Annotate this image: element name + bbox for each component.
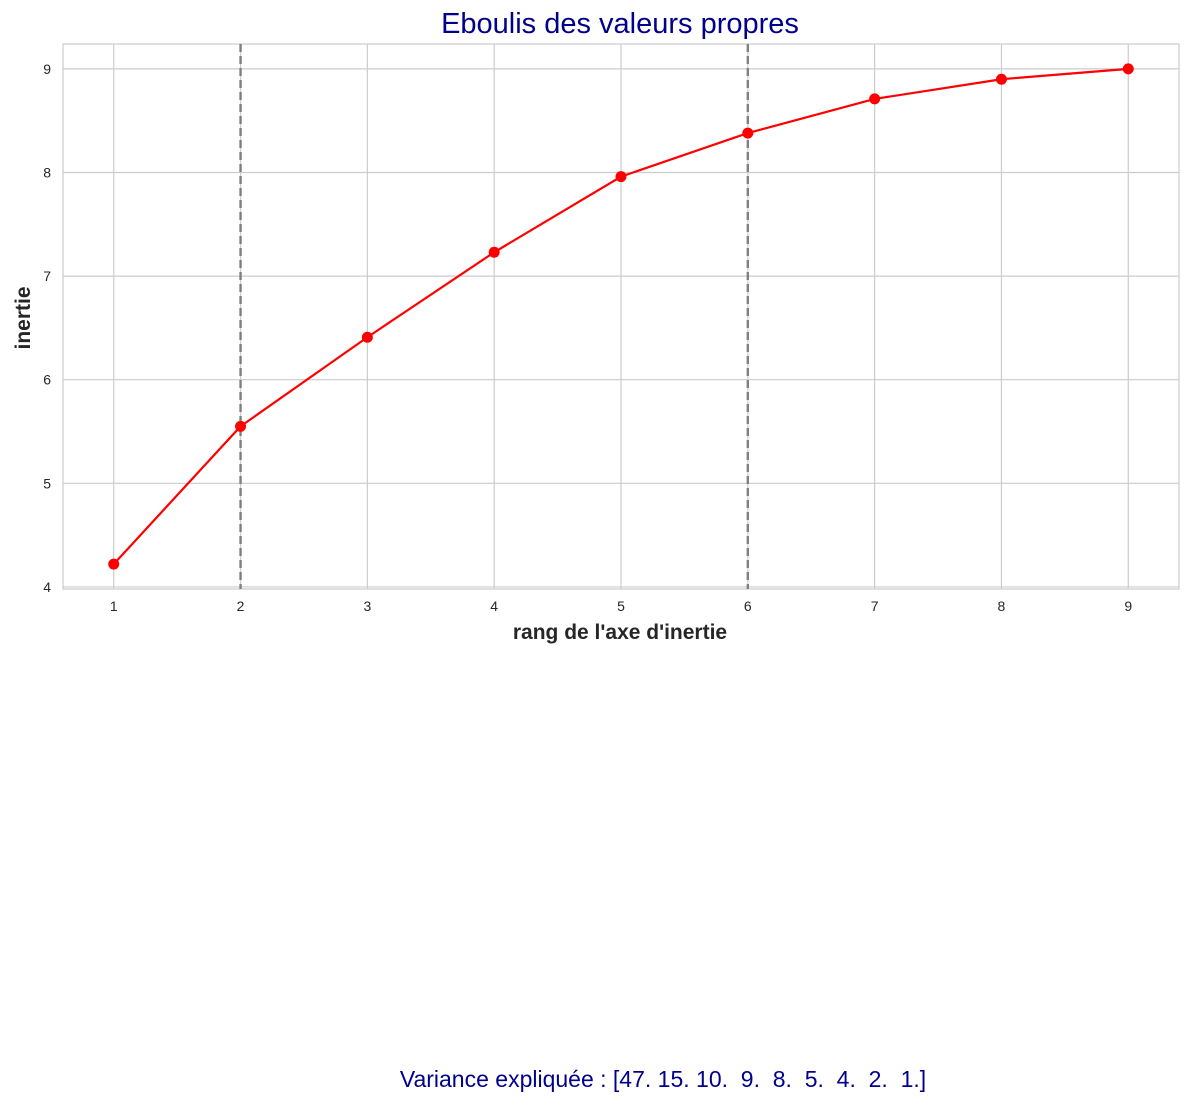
- y-tick-label: 8: [43, 164, 51, 180]
- explained-variance-text: Variance expliquée : [47. 15. 10. 9. 8. …: [399, 1066, 927, 1092]
- x-axis-label: rang de l'axe d'inertie: [513, 621, 727, 644]
- grid: [63, 44, 1179, 589]
- data-point: [108, 558, 120, 570]
- x-tick-label: 5: [617, 598, 625, 614]
- y-tick-labels: 4 5 6 7 8 9: [43, 61, 51, 595]
- x-tick-label: 6: [744, 598, 752, 614]
- y-tick-label: 6: [43, 372, 51, 388]
- x-tick-label: 1: [110, 598, 118, 614]
- series: [108, 63, 1134, 570]
- x-tick-label: 2: [237, 598, 245, 614]
- y-tick-label: 7: [43, 268, 51, 284]
- plot-area: [62, 43, 1180, 590]
- x-tick-label: 8: [998, 598, 1006, 614]
- scree-plot: Eboulis des valeurs propres 1 2 3 4 5 6 7 8 9 4 5…: [12, 8, 1180, 644]
- x-tick-label: 9: [1124, 598, 1132, 614]
- y-tick-label: 5: [43, 475, 51, 491]
- x-tick-label: 7: [871, 598, 879, 614]
- x-tick-label: 4: [490, 598, 498, 614]
- y-axis-label: inertie: [12, 286, 35, 349]
- data-point: [488, 246, 500, 258]
- data-point: [995, 73, 1007, 85]
- x-tick-labels: 1 2 3 4 5 6 7 8 9: [110, 598, 1133, 614]
- data-point: [615, 171, 627, 183]
- data-point: [869, 93, 881, 105]
- chart-title: Eboulis des valeurs propres: [441, 8, 799, 40]
- data-point: [742, 127, 754, 139]
- y-tick-label: 9: [43, 61, 51, 77]
- x-tick-label: 3: [363, 598, 371, 614]
- data-point: [1122, 63, 1134, 75]
- data-point: [235, 420, 247, 432]
- y-tick-label: 4: [43, 579, 51, 595]
- data-point: [361, 331, 373, 343]
